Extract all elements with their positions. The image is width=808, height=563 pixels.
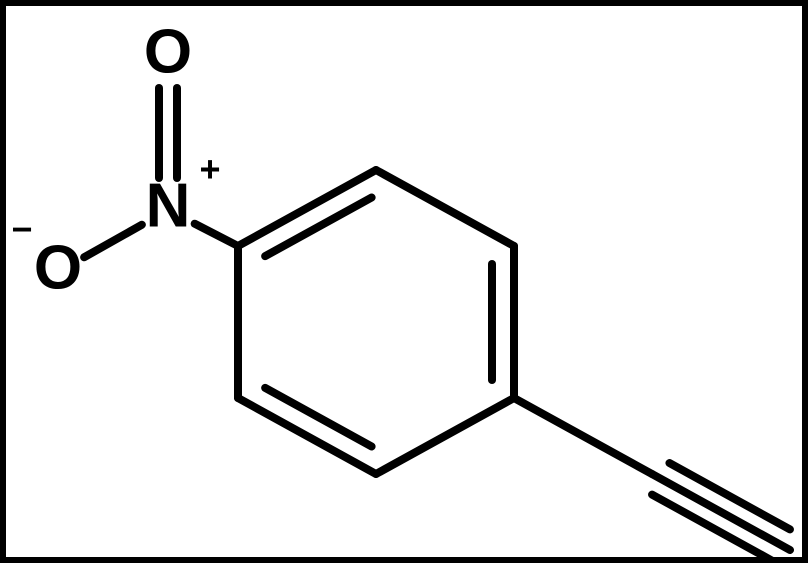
bond-triple — [652, 474, 790, 550]
atom-o-left: O — [34, 233, 82, 302]
ring-double — [265, 198, 371, 257]
charge-n-plus: + — [199, 149, 220, 190]
bond-n-ring — [195, 224, 238, 246]
ring-bond — [376, 398, 514, 474]
atom-o-top: O — [144, 17, 192, 86]
atom-n: N — [146, 171, 191, 240]
ring-double — [265, 388, 371, 447]
image-frame — [3, 3, 805, 560]
bond-ethynyl-single — [514, 398, 652, 474]
ring-bond — [376, 170, 514, 246]
molecule-diagram: ONO+− — [0, 0, 808, 563]
bond-n-o-single — [84, 225, 142, 258]
charge-o-minus: − — [11, 209, 32, 250]
